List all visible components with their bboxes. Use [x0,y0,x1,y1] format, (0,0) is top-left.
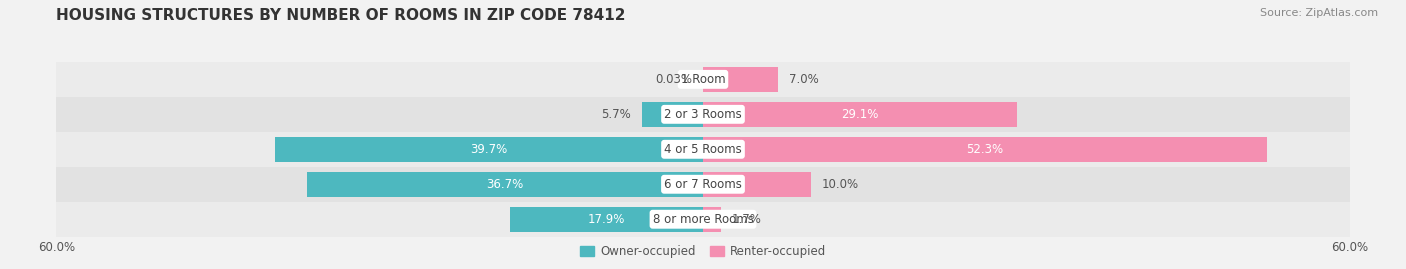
Bar [641,102,703,127]
Bar [703,172,811,197]
Text: 52.3%: 52.3% [966,143,1004,156]
Bar [703,67,779,92]
Text: 39.7%: 39.7% [471,143,508,156]
Text: 5.7%: 5.7% [600,108,631,121]
Text: 36.7%: 36.7% [486,178,524,191]
Text: HOUSING STRUCTURES BY NUMBER OF ROOMS IN ZIP CODE 78412: HOUSING STRUCTURES BY NUMBER OF ROOMS IN… [56,8,626,23]
Text: 17.9%: 17.9% [588,213,626,226]
Legend: Owner-occupied, Renter-occupied: Owner-occupied, Renter-occupied [575,241,831,263]
Text: 1 Room: 1 Room [681,73,725,86]
Bar [56,132,1350,167]
Text: 0.03%: 0.03% [655,73,692,86]
Bar [56,167,1350,202]
Text: 10.0%: 10.0% [821,178,859,191]
Text: 8 or more Rooms: 8 or more Rooms [652,213,754,226]
Bar [308,172,703,197]
Text: 29.1%: 29.1% [841,108,879,121]
Bar [703,207,721,232]
Bar [703,137,1267,162]
Text: 7.0%: 7.0% [789,73,818,86]
Text: 4 or 5 Rooms: 4 or 5 Rooms [664,143,742,156]
Bar [276,137,703,162]
Bar [510,207,703,232]
Bar [56,202,1350,237]
Bar [56,97,1350,132]
Text: 2 or 3 Rooms: 2 or 3 Rooms [664,108,742,121]
Text: 6 or 7 Rooms: 6 or 7 Rooms [664,178,742,191]
Bar [56,62,1350,97]
Bar [703,102,1017,127]
Text: Source: ZipAtlas.com: Source: ZipAtlas.com [1260,8,1378,18]
Text: 1.7%: 1.7% [733,213,762,226]
